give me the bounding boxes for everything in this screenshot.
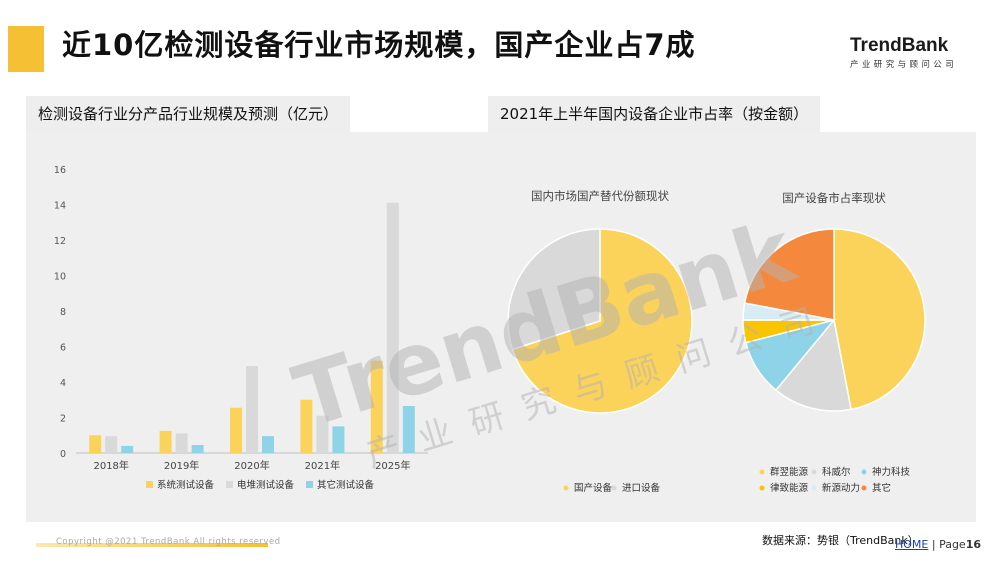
bar <box>105 436 118 453</box>
left-section-title: 检测设备行业分产品行业规模及预测（亿元） <box>26 96 351 132</box>
legend-marker <box>861 469 867 475</box>
bar <box>316 415 329 453</box>
pie-slice <box>833 228 926 411</box>
pie-title: 国内市场国产替代份额现状 <box>531 189 669 203</box>
right-section-title: 2021年上半年国内设备企业市占率（按金额） <box>488 96 821 132</box>
x-tick-label: 2019年 <box>164 459 199 472</box>
pie-slice <box>774 318 852 412</box>
legend-label: 进口设备 <box>622 482 661 494</box>
bar <box>370 360 383 453</box>
x-tick-label: 2025年 <box>375 459 410 472</box>
legend-marker <box>759 485 765 491</box>
legend-marker <box>811 469 817 475</box>
pie-slice <box>507 228 601 351</box>
footer-accent-line <box>36 543 268 547</box>
legend-label: 其它测试设备 <box>317 479 375 491</box>
legend-marker <box>563 485 569 491</box>
data-source: 数据来源：势银（TrendBank） <box>762 534 919 547</box>
legend-marker <box>611 485 617 491</box>
bar <box>246 366 258 453</box>
legend-marker <box>811 485 817 491</box>
bar <box>332 426 345 453</box>
bar-chart: 0 2 4 6 8 10 12 14 16 2018年 2019年 2020年 2021年 2025年系统… <box>54 165 428 491</box>
y-tick-label: 10 <box>54 272 66 283</box>
legend-swatch <box>146 481 153 488</box>
legend-label: 新源动力 <box>822 482 860 494</box>
legend-label: 电堆测试设备 <box>237 479 295 491</box>
legend-marker <box>861 485 867 491</box>
y-tick-label: 4 <box>60 378 66 389</box>
legend-label: 神力科技 <box>872 466 911 478</box>
legend-label: 其它 <box>872 482 891 494</box>
bar <box>121 445 134 453</box>
legend-label: 律致能源 <box>770 482 809 494</box>
bar <box>159 430 172 453</box>
bar <box>262 436 274 453</box>
y-tick-label: 6 <box>60 343 66 354</box>
home-link[interactable]: HOME <box>895 538 929 551</box>
y-tick-label: 16 <box>54 165 66 176</box>
copyright-text: Copyright @2021 TrendBank All rights res… <box>56 537 281 547</box>
pie-slice <box>511 228 693 414</box>
legend-swatch <box>226 481 233 488</box>
x-tick-label: 2021年 <box>305 459 340 472</box>
bar <box>300 399 313 453</box>
bar <box>191 445 204 453</box>
x-tick-label: 2020年 <box>234 459 269 472</box>
y-tick-label: 8 <box>60 307 66 318</box>
bar <box>386 202 399 453</box>
title-accent-block <box>8 26 44 72</box>
legend-marker <box>759 469 765 475</box>
logo-wordmark: TrendBank <box>850 35 949 56</box>
legend-label: 群翌能源 <box>770 466 809 478</box>
bar <box>402 405 415 453</box>
legend-label: 国产设备 <box>574 482 613 494</box>
page-navigation: HOME | Page16 <box>895 538 981 551</box>
pie-title: 国产设备市占率现状 <box>782 191 886 205</box>
y-tick-label: 14 <box>54 201 66 212</box>
x-tick-label: 2018年 <box>93 459 128 472</box>
legend-swatch <box>306 481 313 488</box>
pie-slice <box>743 228 835 321</box>
bar <box>230 407 242 453</box>
bar <box>89 435 102 453</box>
page-title: 近10亿检测设备行业市场规模，国产企业占7成 <box>62 28 696 62</box>
legend-label: 科威尔 <box>822 466 851 478</box>
y-tick-label: 12 <box>54 236 66 247</box>
bar <box>175 433 188 453</box>
y-tick-label: 0 <box>60 449 66 460</box>
trendbank-logo: TrendBank 产业研究与顾问公司 <box>850 35 960 71</box>
page-prefix: | Page <box>928 538 966 551</box>
y-tick-label: 2 <box>60 414 66 425</box>
logo-tagline: 产业研究与顾问公司 <box>850 60 958 70</box>
page-number: 16 <box>965 538 982 551</box>
legend-label: 系统测试设备 <box>157 479 215 491</box>
